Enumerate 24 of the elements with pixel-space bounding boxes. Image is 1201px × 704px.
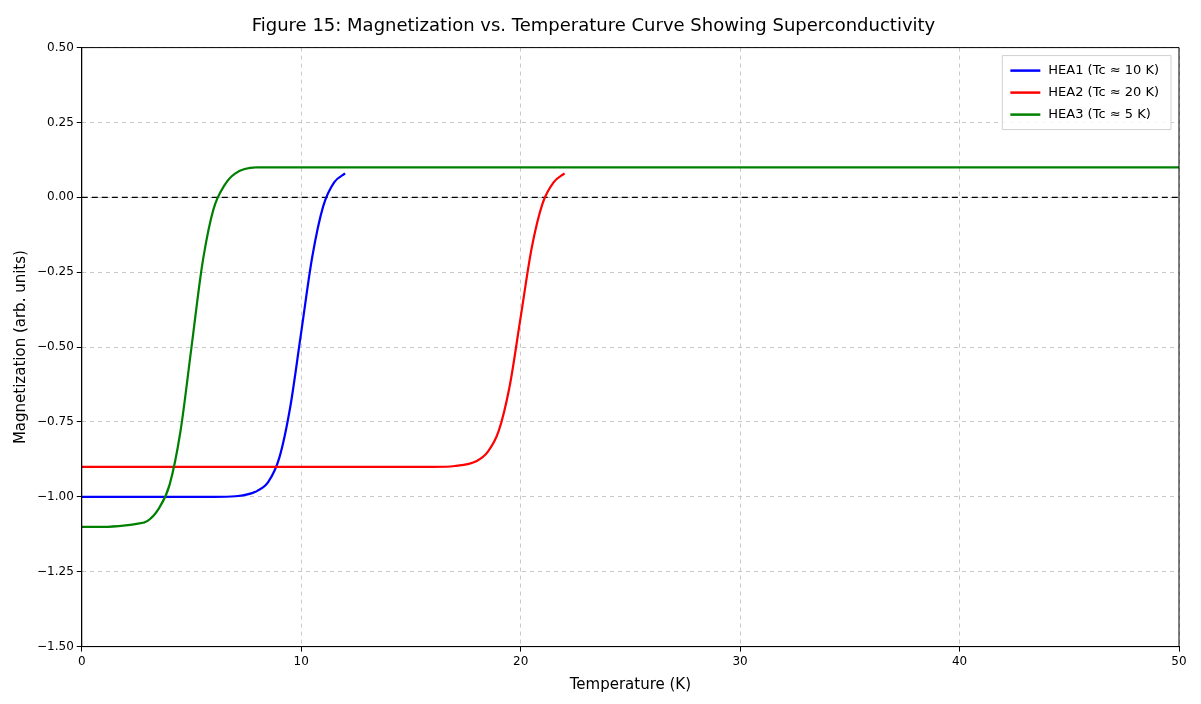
legend-label: HEA2 (Tc ≈ 20 K) [1048,83,1160,99]
x-tick-label: 10 [293,653,309,668]
legend-label: HEA1 (Tc ≈ 10 K) [1048,61,1160,77]
y-tick-label: −0.75 [36,414,74,429]
y-axis-title: Magnetization (arb. units) [10,250,29,445]
y-tick-label: −1.00 [36,488,74,503]
y-tick-label: 0.00 [47,189,74,204]
x-tick-label: 20 [513,653,529,668]
line-series [81,166,1179,528]
y-tick-label: 0.25 [47,114,74,129]
y-tick-label: 0.50 [47,39,74,54]
x-tick-label: 50 [1171,653,1187,668]
x-axis-title: Temperature (K) [568,674,692,693]
y-tick-label: −0.25 [36,264,74,279]
x-tick-label: 30 [732,653,748,668]
line-series [81,172,566,468]
x-tick-label: 0 [77,653,86,668]
y-tick-label: −0.50 [36,339,74,354]
y-tick-label: −1.25 [36,563,74,578]
legend-label: HEA3 (Tc ≈ 5 K) [1048,105,1151,121]
line-series [81,172,347,498]
chart-title: Figure 15: Magnetization vs. Temperature Curve Showing Superconductivity [251,14,936,36]
x-tick-label: 40 [951,653,968,668]
y-tick-label: −1.50 [36,638,74,653]
